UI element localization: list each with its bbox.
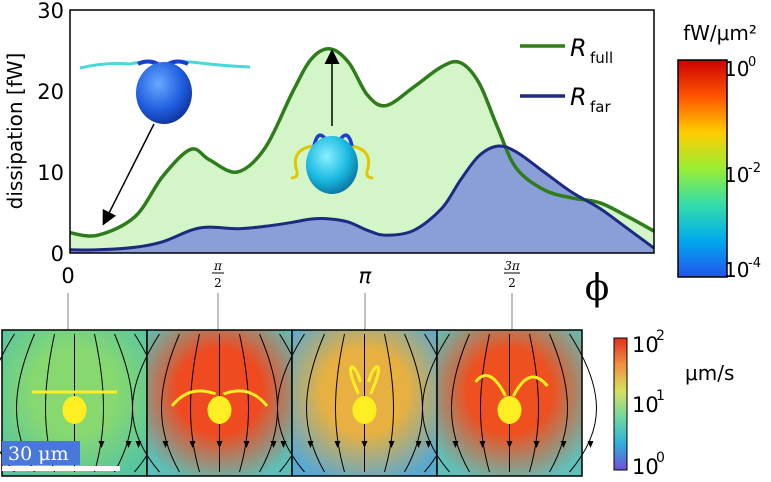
x-axis-label: ϕ [585,268,610,309]
colorbar-top-tick-1: 10 -2 [724,161,761,187]
legend-full-main: R [570,34,587,62]
colorbar-top-tick-0: 10 0 [724,55,756,81]
x-tick-label-3pi-half: 3π 2 [504,259,521,290]
legend-far-sub: far [590,98,611,116]
y-axis: 0 10 20 30 [37,0,64,266]
svg-text:-4: -4 [748,256,761,271]
x-tick-pi-half-den: 2 [214,276,222,290]
legend-full-sub: full [590,49,613,67]
svg-text:1: 1 [656,388,665,404]
flow-panel-1 [132,329,307,477]
x-axis: 0 π 2 π 3π 2 ϕ [61,259,609,309]
series-far-line [70,144,654,252]
colorbar-bottom: 10 2 10 1 10 0 μm/s [613,328,734,479]
scalebar-label: 30 μm [8,443,69,465]
cell-illustration-flat [79,59,251,124]
colorbar-bottom-tick-1: 10 1 [632,388,665,417]
svg-text:-2: -2 [748,161,761,176]
series-full-line [70,47,654,238]
legend: R full R far [520,34,613,116]
x-tick-label-pi: π [359,264,372,288]
colorbar-top-unit: fW/μm² [683,21,757,45]
y-tick-label-2: 20 [37,80,64,104]
scalebar-label-bg [2,441,80,465]
y-axis-label: dissipation [fW] [3,53,27,210]
cell-illustration-curled [290,133,374,194]
svg-text:10: 10 [632,333,659,357]
x-tick-3pi-half-num: 3π [504,259,521,273]
scalebar-bar [2,466,120,471]
colorbar-top: fW/μm² 10 0 10 -2 10 -4 [677,21,761,282]
y-tick-label-3: 30 [37,0,64,23]
y-tick-label-1: 10 [37,161,64,185]
plot-frame [69,9,655,254]
colorbar-bottom-tick-0: 10 2 [632,328,665,357]
x-tick-label-pi-half: π 2 [212,259,224,290]
colorbar-bottom-tick-2: 10 0 [632,450,665,479]
x-tick-label-0: 0 [61,264,74,288]
legend-far-main: R [570,83,587,111]
svg-text:10: 10 [632,393,659,417]
svg-text:0: 0 [656,450,665,466]
flow-panel-2 [277,329,452,477]
svg-text:10: 10 [632,455,659,479]
x-tick-3pi-half-den: 2 [508,276,516,290]
colorbar-bottom-bar [613,337,628,471]
colorbar-bottom-unit: μm/s [685,361,734,385]
svg-text:2: 2 [656,328,665,344]
svg-text:10: 10 [724,57,749,81]
series-far-area [70,145,654,253]
flow-panel-3 [422,329,597,477]
colorbar-top-bar [677,59,728,278]
svg-text:10: 10 [724,163,749,187]
panel-guide-lines [67,293,513,330]
y-tick-label-0: 0 [51,242,64,266]
svg-text:0: 0 [748,55,756,70]
flow-field-panels [0,329,597,477]
colorbar-top-tick-2: 10 -4 [724,256,761,282]
scalebar: 30 μm [2,441,120,471]
arrow-to-minimum [102,123,155,226]
x-tick-pi-half-num: π [213,259,223,273]
svg-text:10: 10 [724,258,749,282]
